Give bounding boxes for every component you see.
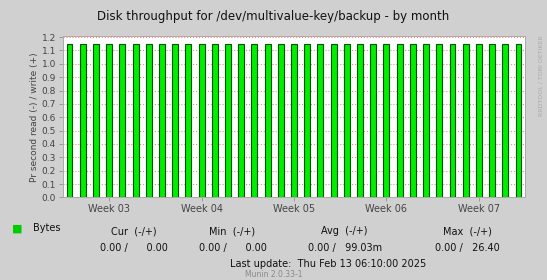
- Bar: [252, 44, 258, 197]
- Bar: [515, 44, 521, 197]
- Bar: [502, 44, 508, 197]
- Text: Avg  (-/+): Avg (-/+): [321, 226, 368, 236]
- Bar: [159, 44, 165, 197]
- Bar: [317, 44, 323, 197]
- Bar: [304, 44, 310, 197]
- Text: Munin 2.0.33-1: Munin 2.0.33-1: [245, 270, 302, 279]
- Bar: [397, 44, 403, 197]
- Text: Cur  (-/+): Cur (-/+): [111, 226, 157, 236]
- Text: Disk throughput for /dev/multivalue-key/backup - by month: Disk throughput for /dev/multivalue-key/…: [97, 10, 450, 23]
- Bar: [106, 44, 112, 197]
- Text: 0.00 /      0.00: 0.00 / 0.00: [199, 243, 266, 253]
- Text: RRDTOOL / TOBI OETIKER: RRDTOOL / TOBI OETIKER: [538, 35, 543, 116]
- Bar: [489, 44, 495, 197]
- Bar: [423, 44, 429, 197]
- Bar: [172, 44, 178, 197]
- Bar: [238, 44, 244, 197]
- Bar: [291, 44, 297, 197]
- Text: Last update:  Thu Feb 13 06:10:00 2025: Last update: Thu Feb 13 06:10:00 2025: [230, 259, 426, 269]
- Text: Bytes: Bytes: [33, 223, 60, 233]
- Bar: [450, 44, 456, 197]
- Bar: [67, 44, 73, 197]
- Bar: [146, 44, 152, 197]
- Bar: [80, 44, 86, 197]
- Bar: [278, 44, 284, 197]
- Bar: [410, 44, 416, 197]
- Bar: [119, 44, 125, 197]
- Text: Min  (-/+): Min (-/+): [210, 226, 255, 236]
- Bar: [199, 44, 205, 197]
- Text: 0.00 /   99.03m: 0.00 / 99.03m: [307, 243, 382, 253]
- Bar: [344, 44, 350, 197]
- Text: 0.00 /      0.00: 0.00 / 0.00: [100, 243, 168, 253]
- Bar: [212, 44, 218, 197]
- Text: Max  (-/+): Max (-/+): [443, 226, 492, 236]
- Bar: [463, 44, 469, 197]
- Y-axis label: Pr second read (-) / write (+): Pr second read (-) / write (+): [30, 52, 39, 182]
- Bar: [132, 44, 138, 197]
- Bar: [185, 44, 191, 197]
- Bar: [225, 44, 231, 197]
- Bar: [476, 44, 482, 197]
- Bar: [357, 44, 363, 197]
- Text: 0.00 /   26.40: 0.00 / 26.40: [435, 243, 500, 253]
- Bar: [93, 44, 99, 197]
- Bar: [330, 44, 336, 197]
- Bar: [437, 44, 443, 197]
- Text: ■: ■: [12, 223, 22, 233]
- Bar: [370, 44, 376, 197]
- Bar: [265, 44, 271, 197]
- Bar: [383, 44, 389, 197]
